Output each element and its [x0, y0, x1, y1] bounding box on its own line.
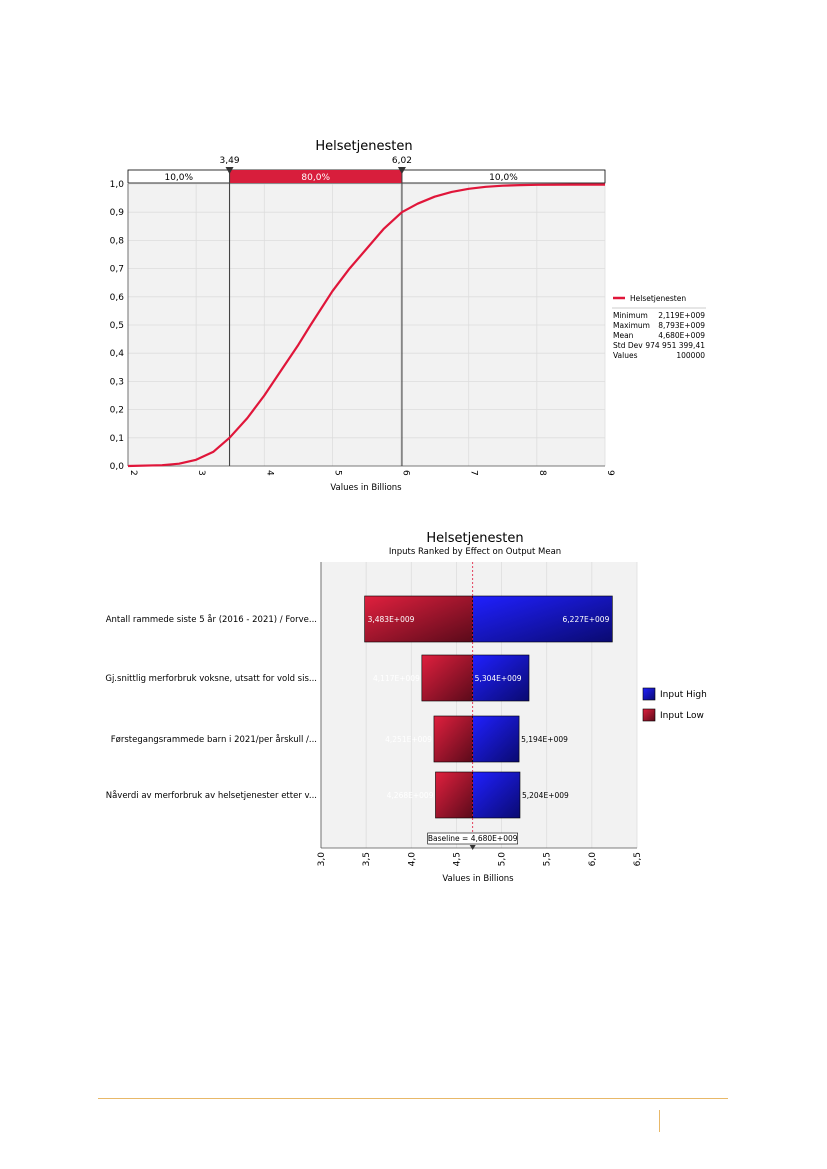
- stat-label: Minimum: [613, 311, 648, 320]
- chart2-x-tick: 5,5: [543, 852, 553, 866]
- stat-value: 974 951 399,41: [645, 341, 705, 350]
- chart1-marker-label: 6,02: [392, 156, 412, 166]
- chart2-title: Helsetjenesten: [426, 531, 523, 546]
- footer-rule: [98, 1098, 728, 1099]
- chart1-legend: Helsetjenesten Minimum 2,119E+009 Maximum 8…: [612, 294, 706, 360]
- tornado-bar-high: [472, 595, 613, 643]
- chart1-y-tick: 0,3: [110, 377, 124, 387]
- stat-value: 4,680E+009: [658, 331, 705, 340]
- chart1-title: Helsetjenesten: [315, 139, 412, 154]
- chart1-y-tick: 0,8: [110, 236, 125, 246]
- chart1-x-tick: 4: [264, 470, 274, 476]
- chart1-x-tick: 2: [128, 470, 138, 476]
- chart1-x-tick: 9: [605, 470, 615, 476]
- tornado-category-label: Nåverdi av merforbruk av helsetjenester …: [106, 790, 317, 801]
- chart1-x-axis-label: Values in Billions: [330, 483, 402, 493]
- chart1-band-label: 80,0%: [301, 173, 330, 183]
- chart1-series: [127, 183, 605, 468]
- tornado-bar-low: [364, 595, 473, 643]
- tornado-bar-low: [435, 771, 473, 819]
- tornado-bar-low: [421, 654, 473, 702]
- chart1-x-tick: 6: [401, 470, 411, 476]
- tornado-label-low: 4,268E+009: [387, 791, 434, 800]
- chart1-x-tick: 8: [537, 470, 547, 476]
- stat-value: 8,793E+009: [658, 321, 705, 330]
- chart1-y-tick: 0,2: [110, 406, 124, 416]
- chart1-series-line: [127, 183, 605, 468]
- chart2-legend: Input High Input Low: [642, 687, 707, 722]
- chart1-y-tick: 0,5: [110, 321, 124, 331]
- chart1-x-tick-labels: 2 3 4 5 6 7 8 9: [128, 470, 615, 476]
- chart1-x-tick: 3: [196, 470, 206, 476]
- chart2-x-tick: 5,0: [498, 852, 508, 867]
- tornado-category-label: Førstegangsrammede barn i 2021/per årsku…: [111, 734, 317, 745]
- tornado-bar-high: [472, 654, 530, 702]
- tornado-label-high: 6,227E+009: [563, 615, 610, 624]
- cumulative-chart: Helsetjenesten 10,0% 80,0% 10,0% 3,49 6,02 …: [110, 139, 706, 493]
- chart2-subtitle: Inputs Ranked by Effect on Output Mean: [389, 547, 561, 557]
- chart1-x-tick: 5: [332, 470, 342, 476]
- stat-label: Mean: [613, 331, 634, 340]
- tornado-category-label: Gj.snittlig merforbruk voksne, utsatt fo…: [105, 674, 317, 684]
- tornado-label-low: 4,251E+009: [385, 735, 432, 744]
- chart1-y-tick: 0,7: [110, 265, 124, 275]
- chart1-marker-label: 3,49: [220, 156, 240, 166]
- chart1-band-label: 10,0%: [489, 173, 518, 183]
- tornado-category-label: Antall rammede siste 5 år (2016 - 2021) …: [106, 614, 317, 625]
- chart2-x-tick-labels: 3,0 3,5 4,0 4,5 5,0 5,5 6,0 6,5: [317, 852, 643, 867]
- tornado-baseline-box: [427, 832, 518, 845]
- legend-label-input-high: Input High: [660, 690, 707, 700]
- tornado-bar-high: [472, 715, 520, 763]
- legend-label-input-low: Input Low: [660, 711, 704, 721]
- legend-swatch-input-high: [642, 687, 656, 701]
- stat-label: Std Dev: [613, 341, 643, 350]
- chart1-y-tick: 0,1: [110, 434, 124, 444]
- chart2-x-tick: 3,5: [362, 852, 372, 866]
- chart1-band-middle: [229, 170, 402, 183]
- chart1-y-tick: 0,9: [110, 208, 125, 218]
- stat-label: Maximum: [613, 321, 650, 330]
- chart2-bars: 3,483E+009 6,227E+009 4,117E+009 5,304E+009…: [364, 595, 613, 819]
- chart1-x-tick: 7: [469, 470, 479, 476]
- tornado-bar-high: [472, 771, 521, 819]
- stat-value: 100000: [676, 351, 705, 360]
- chart1-marker-handle[interactable]: [225, 167, 234, 174]
- tornado-label-high: 5,204E+009: [522, 791, 569, 800]
- chart1-y-tick: 0,0: [110, 462, 125, 472]
- chart2-category-labels: Antall rammede siste 5 år (2016 - 2021) …: [105, 614, 317, 801]
- footer-page-divider: [659, 1110, 660, 1132]
- chart2-x-axis-label: Values in Billions: [442, 874, 514, 884]
- tornado-bar-low: [433, 715, 473, 763]
- chart1-percentile-bands: 10,0% 80,0% 10,0%: [127, 169, 606, 184]
- chart2-baseline: Baseline = 4,680E+009: [427, 562, 518, 850]
- chart2-x-tick: 6,5: [633, 852, 643, 866]
- tornado-baseline-label: Baseline = 4,680E+009: [428, 834, 518, 843]
- tornado-chart: Helsetjenesten Inputs Ranked by Effect o…: [105, 531, 707, 884]
- chart1-percentile-markers: 3,49 6,02: [220, 156, 412, 466]
- tornado-label-high: 5,304E+009: [475, 674, 522, 683]
- chart2-x-tick: 6,0: [588, 852, 598, 867]
- chart2-x-tick: 3,0: [317, 852, 327, 867]
- chart1-y-tick: 1,0: [110, 180, 125, 190]
- tornado-label-low: 3,483E+009: [368, 615, 415, 624]
- stat-label: Values: [613, 351, 638, 360]
- legend-swatch-input-low: [642, 708, 656, 722]
- chart1-y-tick-labels: 0,0 0,1 0,2 0,3 0,4 0,5 0,6 0,7 0,8 0,9 1,0: [110, 180, 125, 472]
- tornado-label-high: 5,194E+009: [521, 735, 568, 744]
- tornado-label-low: 4,117E+009: [373, 674, 420, 683]
- chart2-x-tick: 4,0: [407, 852, 417, 867]
- chart1-y-tick: 0,6: [110, 293, 125, 303]
- chart1-band-label: 10,0%: [164, 173, 193, 183]
- legend-label-helsetjenesten: Helsetjenesten: [630, 294, 686, 303]
- stat-value: 2,119E+009: [658, 311, 705, 320]
- tornado-baseline-marker: [469, 845, 476, 850]
- chart1-stats-table: Minimum 2,119E+009 Maximum 8,793E+009 Mean 4,…: [613, 311, 705, 360]
- chart1-marker-handle[interactable]: [397, 167, 406, 174]
- chart2-x-tick: 4,5: [452, 852, 462, 866]
- chart1-y-tick: 0,4: [110, 349, 125, 359]
